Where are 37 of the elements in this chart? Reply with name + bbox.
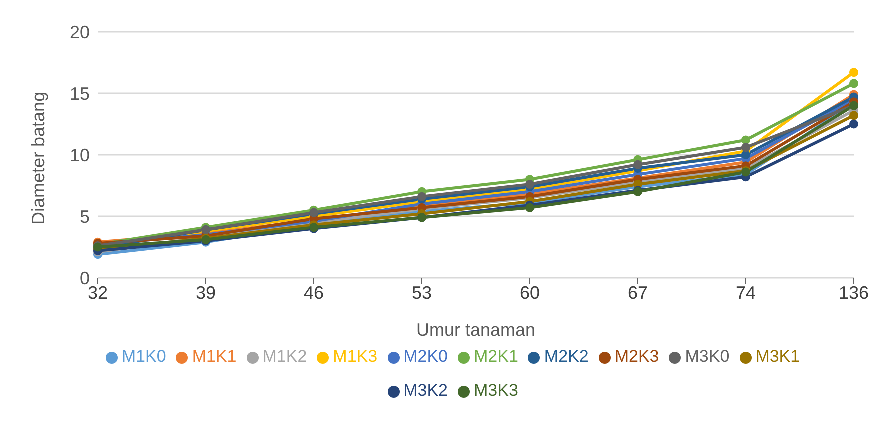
legend-label: M3K0 [685,347,730,366]
x-tick-label: 46 [304,282,324,303]
legend-label: M1K1 [192,347,237,366]
point [742,150,750,160]
x-axis-title: Umur tanaman [416,320,536,340]
x-tick-label: 67 [628,282,648,303]
y-tick-label: 15 [70,84,90,104]
legend-label: M1K0 [122,347,166,366]
y-axis-title: Diameter batang [28,92,48,225]
point [850,68,858,78]
point [634,160,642,170]
point [418,192,426,202]
point [850,79,858,88]
x-tick-label: 136 [838,282,870,303]
legend-label: M1K3 [333,347,378,366]
legend-label: M1K2 [262,347,308,366]
point [742,143,750,152]
legend-label: M3K2 [404,381,448,400]
x-tick-label: 74 [736,282,756,303]
y-tick-label: 5 [80,206,90,227]
y-tick-label: 10 [70,145,90,166]
point [742,136,750,145]
legend-label: M2K3 [614,347,660,366]
x-tick-label: 39 [196,282,216,303]
y-tick-label: 20 [70,22,90,42]
legend-label: M2K2 [544,347,589,366]
x-tick-label: 53 [412,282,432,303]
legend-label: M3K3 [474,381,518,400]
point [850,120,858,129]
legend-label: M2K1 [474,347,518,366]
point [850,111,858,120]
y-tick-label: 0 [80,268,90,288]
legend-label: M2K0 [404,347,448,366]
legend-label: M3K1 [756,347,800,366]
point [526,203,534,212]
x-tick-label: 60 [520,282,540,303]
x-tick-label: 32 [88,282,108,303]
